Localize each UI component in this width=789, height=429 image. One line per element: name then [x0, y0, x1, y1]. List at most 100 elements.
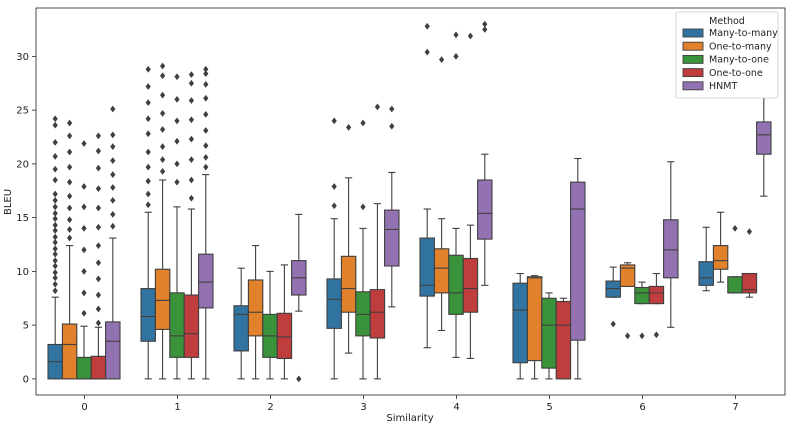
box-iqr — [462, 257, 479, 313]
outlier-point — [110, 197, 116, 204]
x-tick-label: 4 — [453, 402, 459, 413]
x-axis-label: Similarity — [386, 413, 433, 424]
box-iqr — [105, 321, 121, 380]
outlier-point — [110, 143, 116, 151]
box-iqr — [90, 355, 107, 380]
outlier-point — [746, 228, 752, 235]
box-iqr — [541, 297, 557, 369]
legend-swatch — [682, 28, 704, 38]
outlier-point — [52, 203, 58, 211]
series-many-to-one — [76, 31, 743, 380]
outlier-point — [145, 115, 151, 123]
outlier-point — [188, 116, 194, 124]
outlier-point — [67, 119, 73, 127]
box-iqr — [634, 286, 650, 305]
outlier-point — [52, 233, 58, 241]
outlier-point — [174, 137, 180, 145]
outlier-point — [374, 103, 380, 111]
outlier-point — [110, 171, 116, 179]
outlier-point — [203, 154, 209, 161]
outlier-point — [203, 94, 209, 102]
outlier-point — [52, 152, 58, 160]
box-iqr — [698, 261, 714, 286]
box — [741, 228, 758, 298]
outlier-point — [188, 79, 194, 87]
outlier-point — [81, 246, 87, 254]
box — [76, 140, 92, 380]
legend-swatch — [682, 41, 704, 51]
box-iqr — [76, 356, 92, 380]
x-tick-label: 5 — [546, 402, 552, 413]
outlier-point — [625, 332, 631, 340]
outlier-point — [95, 132, 101, 140]
outlier-point — [95, 223, 101, 231]
legend-title: Method — [709, 16, 745, 27]
outlier-point — [160, 62, 166, 70]
box — [712, 211, 729, 283]
box — [105, 105, 121, 380]
outlier-point — [732, 224, 738, 232]
series-hnmt — [105, 20, 772, 383]
box — [541, 292, 557, 380]
outlier-point — [110, 184, 116, 191]
box — [756, 93, 772, 197]
outlier-point — [203, 111, 209, 118]
outlier-point — [67, 234, 73, 242]
outlier-point — [110, 157, 116, 165]
box — [570, 157, 586, 380]
box — [276, 264, 293, 380]
box-iqr — [183, 294, 200, 358]
x-axis: 0 1 2 3 4 5 6 7 — [81, 395, 739, 413]
outlier-point — [95, 291, 101, 299]
outlier-point — [67, 163, 73, 171]
outlier-point — [52, 176, 58, 184]
outlier-point — [188, 176, 194, 184]
legend: Method Many-to-many One-to-many Many-to-on… — [675, 11, 779, 99]
outlier-point — [81, 203, 87, 211]
outlier-point — [95, 259, 101, 267]
y-axis: 0 5 10 15 20 25 30 — [16, 52, 36, 385]
outlier-point — [145, 190, 151, 198]
outlier-point — [52, 257, 58, 265]
outlier-point — [81, 183, 87, 190]
box-iqr — [727, 276, 743, 294]
outlier-point — [110, 105, 116, 113]
box-iqr — [619, 264, 636, 287]
outlier-point — [52, 115, 58, 123]
box — [698, 226, 714, 292]
box — [326, 117, 342, 380]
box-iqr — [756, 121, 772, 155]
outlier-point — [331, 183, 337, 190]
outlier-point — [52, 197, 58, 204]
outlier-point — [160, 109, 166, 117]
x-tick-label: 7 — [732, 402, 738, 413]
legend-label: HNMT — [709, 81, 737, 92]
outlier-point — [67, 226, 73, 233]
outlier-point — [145, 148, 151, 156]
box — [605, 266, 621, 328]
outlier-point — [52, 227, 58, 234]
outlier-point — [424, 22, 430, 30]
outlier-point — [95, 319, 101, 327]
box-iqr — [448, 254, 464, 315]
outlier-point — [95, 305, 101, 313]
box-iqr — [433, 248, 450, 294]
legend-swatch — [682, 68, 704, 78]
x-tick-label: 1 — [174, 402, 180, 413]
outlier-point — [52, 121, 58, 129]
outlier-point — [110, 222, 116, 230]
outlier-point — [145, 130, 151, 138]
box — [355, 119, 371, 380]
outlier-point — [52, 209, 58, 217]
box — [369, 103, 386, 380]
box — [419, 22, 435, 349]
outlier-point — [174, 73, 180, 81]
outlier-point — [389, 122, 395, 130]
outlier-point — [145, 163, 151, 171]
box-iqr — [340, 255, 357, 313]
outlier-point — [95, 164, 101, 172]
outlier-point — [188, 71, 194, 79]
outlier-point — [145, 177, 151, 185]
x-tick-label: 3 — [360, 402, 366, 413]
